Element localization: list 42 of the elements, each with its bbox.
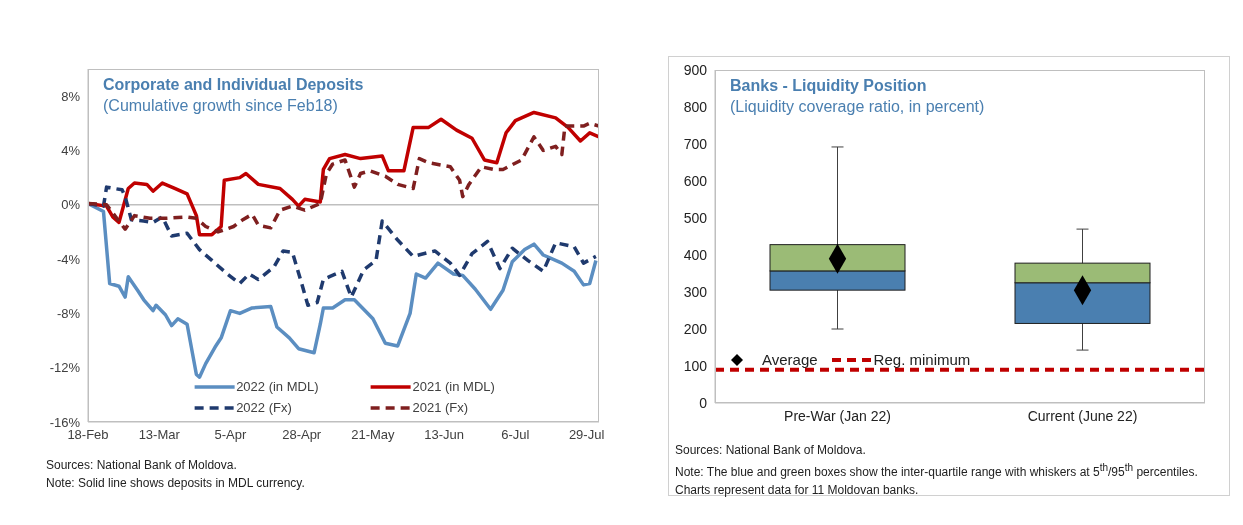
y-tick-label: 500 [683,209,708,226]
legend-label: 2021 (in MDL) [412,379,495,394]
chart-title: Corporate and Individual Deposits [103,76,364,94]
text: Note: Solid line shows deposits in MDL currency. [46,475,306,492]
legend-label: 2021 (Fx) [412,400,469,415]
y-tick-label: 200 [683,320,708,337]
text: Charts represent data for 11 Moldovan banks. [675,482,920,499]
y-tick-label: 4% [61,143,81,159]
y-tick-label: 800 [683,98,708,115]
x-tick-label: 21-May [351,427,396,443]
x-tick-label: 18-Feb [67,427,109,443]
y-tick-label: 0% [61,197,81,213]
text: Note: The blue and green boxes show the inter-quartile range with whiskers at 5$^{th}$/95$^{th}$ percentiles. [675,461,1199,481]
y-tick-label: 600 [683,172,708,189]
source-note: Sources: National Bank of Moldova. [46,457,238,474]
y-tick-label: 300 [683,283,708,300]
x-tick-label: 6-Jul [501,427,530,443]
chart-title: Banks - Liquidity Position [730,77,928,95]
y-tick-label: -16% [49,414,81,430]
y-tick-label: -12% [49,360,81,376]
y-tick-label: -4% [56,251,81,267]
text: (Cumulative growth since Feb18) [103,97,339,115]
y-tick-label: 8% [61,88,81,104]
y-tick-label: -8% [56,306,81,321]
y-tick-label: 100 [683,357,708,374]
x-tick-label: 28-Apr [282,427,322,443]
y-tick-label: 900 [683,61,708,78]
y-tick-label: 700 [683,135,708,152]
x-tick-label: Current (June 22) [1027,407,1138,424]
x-tick-label: 5-Apr [214,427,248,443]
legend-label: 2022 (Fx) [236,400,292,415]
y-tick-label: 400 [683,246,708,263]
ref-line-label: Reg. minimum [873,351,971,368]
x-tick-label: 13-Mar [138,427,181,443]
x-tick-label: Pre-War (Jan 22) [784,407,891,424]
x-tick-label: 29-Jul [568,427,605,443]
source-note: Sources: National Bank of Moldova. [675,442,867,459]
legend-label: Average [762,351,818,368]
legend-label: 2022 (in MDL) [236,379,319,394]
y-tick-label: 0 [699,394,708,411]
text: (Liquidity coverage ratio, in percent) [730,98,985,116]
x-tick-label: 13-Jun [424,427,465,443]
